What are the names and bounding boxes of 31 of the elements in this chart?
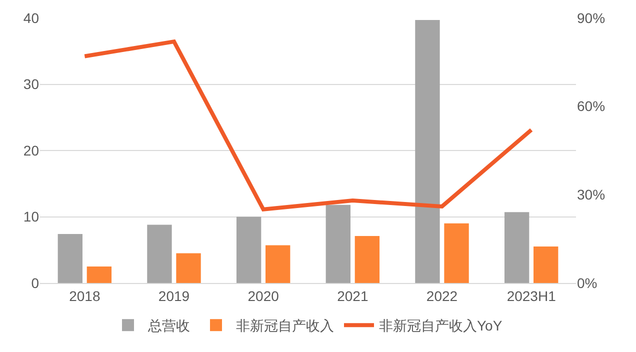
y-tick-label: 0 — [31, 274, 40, 291]
y-tick-label: 40 — [23, 10, 40, 26]
bar — [326, 204, 350, 283]
x-tick-label: 2020 — [248, 288, 280, 304]
x-tick-label: 2018 — [69, 288, 100, 304]
y2-tick-label: 60% — [577, 98, 606, 114]
bar — [266, 245, 290, 283]
bar — [504, 212, 530, 283]
legend-label: 总营收 — [147, 318, 190, 334]
x-tick-label: 2021 — [337, 288, 368, 304]
bar — [415, 20, 440, 283]
bar — [444, 223, 469, 283]
x-tick-label: 2023H1 — [506, 288, 556, 304]
x-tick-label: 2022 — [426, 288, 458, 304]
bar — [534, 246, 558, 283]
bar — [354, 236, 380, 283]
bar — [58, 234, 82, 283]
y-tick-label: 30 — [23, 76, 40, 92]
line-series — [82, 40, 534, 212]
legend-label: 非新冠自产收入YoY — [379, 318, 503, 334]
bar — [236, 216, 262, 283]
bar — [86, 266, 112, 283]
bar — [147, 224, 172, 283]
y2-tick-label: 90% — [577, 10, 606, 26]
y2-tick-label: 0% — [577, 274, 598, 291]
legend-label: 非新冠自产收入 — [236, 318, 334, 334]
y-tick-label: 10 — [23, 208, 40, 225]
bar — [176, 253, 201, 283]
x-tick-label: 2019 — [158, 288, 190, 304]
y-tick-label: 20 — [23, 142, 40, 158]
y2-tick-label: 30% — [577, 186, 606, 203]
